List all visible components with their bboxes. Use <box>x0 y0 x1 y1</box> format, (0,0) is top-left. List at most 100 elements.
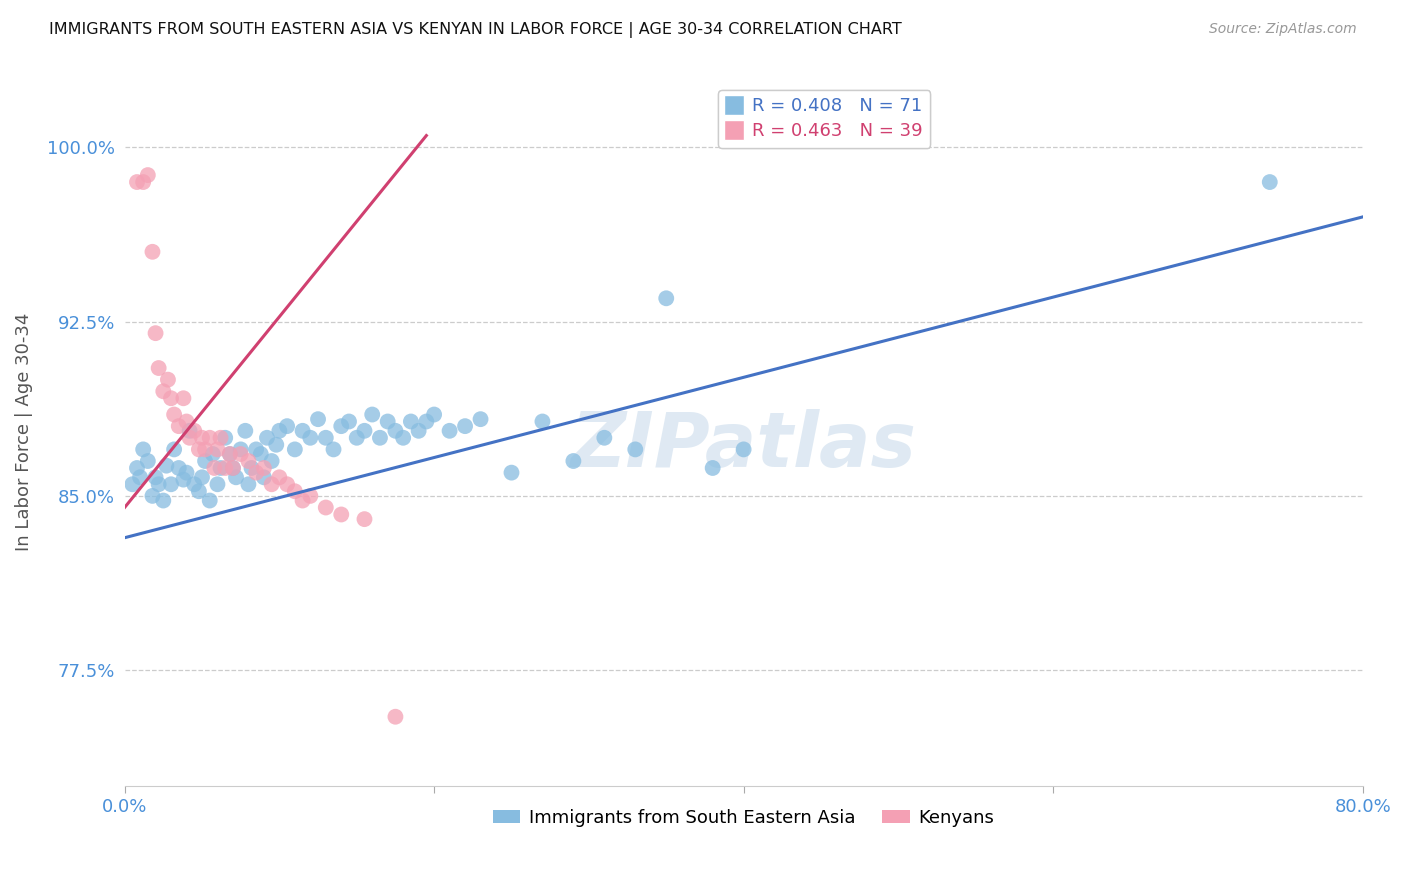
Point <box>176 466 198 480</box>
Point <box>337 415 360 429</box>
Point <box>218 447 240 461</box>
Point <box>501 466 523 480</box>
Point <box>260 454 283 468</box>
Point <box>218 447 240 461</box>
Point <box>132 175 155 189</box>
Point <box>183 477 205 491</box>
Point <box>423 408 446 422</box>
Point <box>245 466 267 480</box>
Point <box>163 442 186 457</box>
Point <box>408 424 430 438</box>
Point <box>145 470 167 484</box>
Point <box>167 461 190 475</box>
Point <box>624 442 647 457</box>
Point <box>361 408 384 422</box>
Point <box>160 477 183 491</box>
Point <box>593 431 616 445</box>
Point <box>172 391 194 405</box>
Point <box>152 384 174 399</box>
Point <box>315 500 337 515</box>
Point <box>353 424 375 438</box>
Point <box>191 431 214 445</box>
Point <box>207 477 229 491</box>
Point <box>276 477 298 491</box>
Point <box>194 442 217 457</box>
Point <box>315 431 337 445</box>
Point <box>330 508 353 522</box>
Point <box>249 447 271 461</box>
Point <box>125 461 148 475</box>
Point <box>229 442 252 457</box>
Point <box>222 461 245 475</box>
Point <box>284 442 307 457</box>
Point <box>233 424 256 438</box>
Point <box>238 454 260 468</box>
Point <box>264 438 287 452</box>
Point <box>269 470 291 484</box>
Point <box>129 470 152 484</box>
Y-axis label: In Labor Force | Age 30-34: In Labor Force | Age 30-34 <box>15 313 32 551</box>
Point <box>1258 175 1281 189</box>
Point <box>299 431 322 445</box>
Point <box>299 489 322 503</box>
Point <box>346 431 368 445</box>
Point <box>141 489 163 503</box>
Point <box>152 493 174 508</box>
Point <box>353 512 375 526</box>
Text: IMMIGRANTS FROM SOUTH EASTERN ASIA VS KENYAN IN LABOR FORCE | AGE 30-34 CORRELAT: IMMIGRANTS FROM SOUTH EASTERN ASIA VS KE… <box>49 22 903 38</box>
Point <box>148 361 170 376</box>
Point <box>655 291 678 305</box>
Text: Source: ZipAtlas.com: Source: ZipAtlas.com <box>1209 22 1357 37</box>
Point <box>733 442 755 457</box>
Point <box>322 442 344 457</box>
Point <box>209 431 232 445</box>
Point <box>470 412 492 426</box>
Point <box>121 477 143 491</box>
Point <box>202 461 225 475</box>
Point <box>136 168 159 182</box>
Point <box>454 419 477 434</box>
Point <box>172 473 194 487</box>
Point <box>415 415 437 429</box>
Point <box>155 458 177 473</box>
Point <box>163 408 186 422</box>
Point <box>256 431 278 445</box>
Point <box>368 431 391 445</box>
Point <box>291 493 314 508</box>
Point <box>439 424 461 438</box>
Point <box>253 470 276 484</box>
Point <box>176 415 198 429</box>
Point <box>191 470 214 484</box>
Point <box>392 431 415 445</box>
Point <box>702 461 724 475</box>
Point <box>167 419 190 434</box>
Point <box>136 454 159 468</box>
Point <box>160 391 183 405</box>
Point <box>531 415 554 429</box>
Point <box>291 424 314 438</box>
Point <box>201 447 224 461</box>
Point <box>330 419 353 434</box>
Point <box>214 431 236 445</box>
Point <box>132 442 155 457</box>
Point <box>253 461 276 475</box>
Point <box>229 447 252 461</box>
Point <box>207 442 229 457</box>
Point <box>284 484 307 499</box>
Point <box>384 424 406 438</box>
Point <box>222 461 245 475</box>
Point <box>214 461 236 475</box>
Point <box>125 175 148 189</box>
Point <box>245 442 267 457</box>
Point <box>145 326 167 340</box>
Point <box>269 424 291 438</box>
Point <box>198 431 221 445</box>
Text: ZIPatlas: ZIPatlas <box>571 409 917 483</box>
Point <box>209 461 232 475</box>
Point <box>238 477 260 491</box>
Point <box>307 412 329 426</box>
Point <box>141 244 163 259</box>
Point <box>194 454 217 468</box>
Point <box>225 470 247 484</box>
Point <box>148 477 170 491</box>
